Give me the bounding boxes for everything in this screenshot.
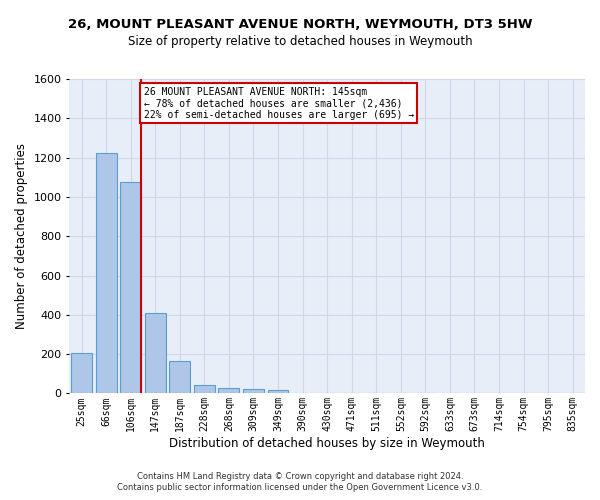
Text: 26 MOUNT PLEASANT AVENUE NORTH: 145sqm
← 78% of detached houses are smaller (2,4: 26 MOUNT PLEASANT AVENUE NORTH: 145sqm ←… bbox=[143, 87, 414, 120]
Text: Contains HM Land Registry data © Crown copyright and database right 2024.: Contains HM Land Registry data © Crown c… bbox=[137, 472, 463, 481]
Text: Size of property relative to detached houses in Weymouth: Size of property relative to detached ho… bbox=[128, 35, 472, 48]
Bar bbox=[120, 182, 141, 394]
Bar bbox=[194, 384, 215, 394]
Bar bbox=[71, 353, 92, 394]
Bar bbox=[169, 361, 190, 394]
X-axis label: Distribution of detached houses by size in Weymouth: Distribution of detached houses by size … bbox=[169, 437, 485, 450]
Bar bbox=[218, 388, 239, 394]
Text: 26, MOUNT PLEASANT AVENUE NORTH, WEYMOUTH, DT3 5HW: 26, MOUNT PLEASANT AVENUE NORTH, WEYMOUT… bbox=[68, 18, 532, 30]
Bar bbox=[145, 313, 166, 394]
Bar bbox=[96, 152, 116, 394]
Bar bbox=[268, 390, 289, 394]
Text: Contains public sector information licensed under the Open Government Licence v3: Contains public sector information licen… bbox=[118, 483, 482, 492]
Bar bbox=[243, 390, 264, 394]
Y-axis label: Number of detached properties: Number of detached properties bbox=[15, 143, 28, 329]
